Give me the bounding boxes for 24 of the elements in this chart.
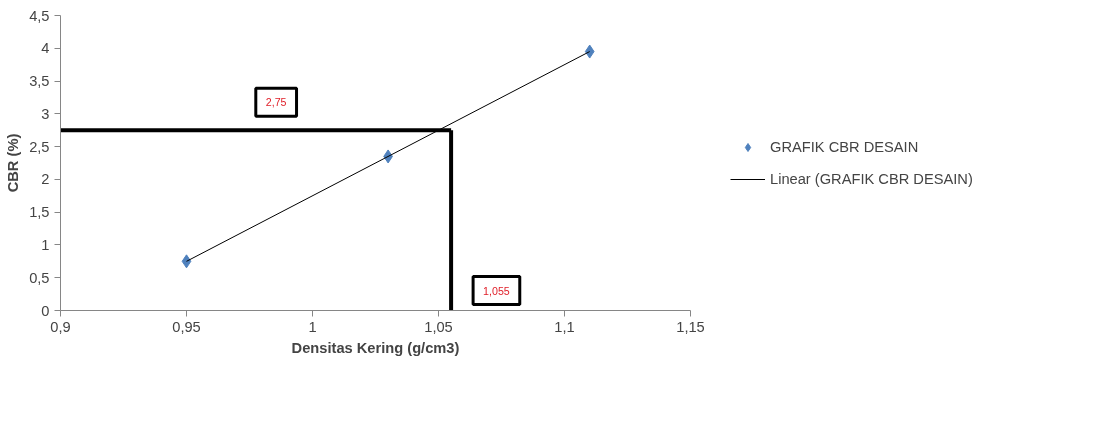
x-tick-label: 0,9 (50, 318, 71, 335)
y-tick-label: 3,5 (29, 73, 50, 90)
y-tick-label: 1,5 (29, 204, 50, 221)
point (181, 254, 192, 269)
y-tick-label: 4,5 (29, 7, 50, 24)
x-tick-label: 1,1 (554, 318, 575, 335)
x-tick-label: 0,95 (172, 318, 201, 335)
legend-label: Linear (GRAFIK CBR DESAIN) (770, 170, 973, 187)
ref-line-label: 1,055 (483, 284, 510, 297)
point (584, 44, 595, 59)
x-tick-label: 1,15 (676, 318, 705, 335)
legend-label: GRAFIK CBR DESAIN (770, 138, 919, 155)
y-tick-label: 1 (41, 236, 50, 253)
y-tick-label: 4 (41, 40, 50, 57)
y-tick-label: 2 (41, 171, 50, 188)
y-tick-label: 0 (41, 302, 50, 319)
ref-line-label: 2,75 (265, 96, 287, 109)
y-tick-label: 3 (41, 105, 50, 122)
y-axis-title: CBR (%) (5, 133, 22, 193)
x-tick-label: 1 (308, 318, 317, 335)
x-tick-label: 1,05 (424, 318, 453, 335)
x-axis-title: Densitas Kering (g/cm3) (291, 339, 460, 356)
y-tick-label: 2,5 (29, 138, 50, 155)
y-tick-label: 0,5 (29, 269, 50, 286)
